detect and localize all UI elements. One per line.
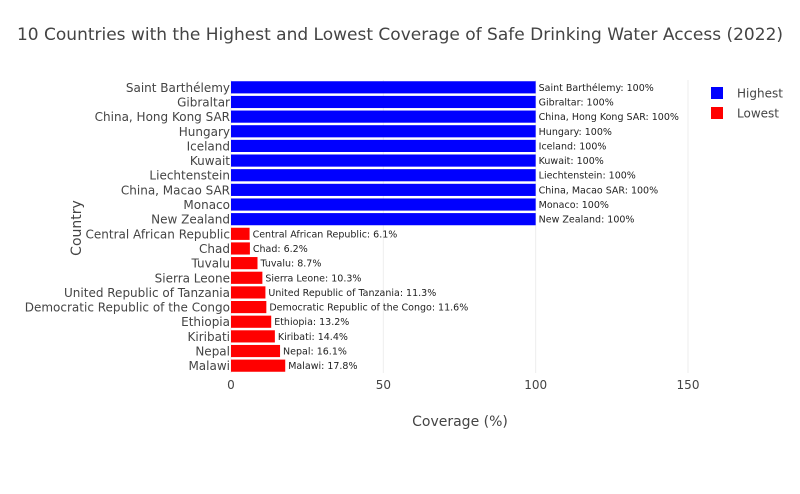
y-tick-label: Hungary bbox=[179, 125, 230, 139]
y-tick-label: Iceland bbox=[187, 139, 230, 153]
y-tick-label: China, Macao SAR bbox=[121, 183, 230, 197]
bars bbox=[231, 81, 536, 372]
y-tick-label: Gibraltar bbox=[177, 95, 230, 109]
bar[interactable] bbox=[231, 95, 536, 109]
data-label: Central African Republic: 6.1% bbox=[253, 229, 398, 240]
bar[interactable] bbox=[231, 139, 536, 153]
data-label: Tuvalu: 8.7% bbox=[260, 259, 322, 270]
bar[interactable] bbox=[231, 198, 536, 211]
y-tick-label: Tuvalu bbox=[190, 257, 230, 271]
y-tick-label: United Republic of Tanzania bbox=[64, 286, 230, 300]
bar[interactable] bbox=[231, 330, 275, 343]
y-tick-label: Nepal bbox=[195, 345, 230, 359]
y-tick-label: China, Hong Kong SAR bbox=[95, 110, 230, 124]
legend-swatch bbox=[711, 87, 723, 99]
data-label: Monaco: 100% bbox=[539, 200, 609, 211]
bar[interactable] bbox=[231, 271, 263, 284]
bar[interactable] bbox=[231, 359, 286, 372]
x-tick-labels: 0 50 100 150 bbox=[227, 378, 699, 392]
bar[interactable] bbox=[231, 227, 250, 240]
bar[interactable] bbox=[231, 315, 272, 328]
bar[interactable] bbox=[231, 213, 536, 226]
y-tick-label: Chad bbox=[199, 242, 230, 256]
data-label: Ethiopia: 13.2% bbox=[274, 317, 349, 328]
x-tick-label: 100 bbox=[524, 378, 547, 392]
data-label: Nepal: 16.1% bbox=[283, 347, 347, 358]
bar[interactable] bbox=[231, 242, 250, 255]
bar[interactable] bbox=[231, 125, 536, 138]
x-tick-label: 0 bbox=[227, 378, 235, 392]
data-label: Sierra Leone: 10.3% bbox=[265, 273, 361, 284]
bar[interactable] bbox=[231, 169, 536, 182]
bar[interactable] bbox=[231, 183, 536, 196]
data-label: Chad: 6.2% bbox=[253, 244, 308, 255]
x-axis-label: Coverage (%) bbox=[412, 414, 508, 430]
data-label: Kuwait: 100% bbox=[539, 156, 604, 167]
bar[interactable] bbox=[231, 300, 267, 314]
y-tick-label: Kuwait bbox=[190, 154, 230, 168]
y-tick-label: Monaco bbox=[183, 198, 230, 212]
data-label: Democratic Republic of the Congo: 11.6% bbox=[269, 303, 468, 314]
legend-swatch bbox=[711, 107, 723, 119]
grid bbox=[230, 80, 689, 373]
data-label: Malawi: 17.8% bbox=[288, 361, 357, 372]
legend[interactable]: Highest Lowest bbox=[711, 87, 783, 121]
y-tick-label: Sierra Leone bbox=[155, 271, 230, 285]
y-tick-label: Kiribati bbox=[188, 330, 230, 344]
legend-label: Highest bbox=[737, 87, 783, 101]
data-label: Hungary: 100% bbox=[539, 127, 612, 138]
bar[interactable] bbox=[231, 286, 266, 299]
data-label: Kiribati: 14.4% bbox=[278, 332, 348, 343]
bar[interactable] bbox=[231, 110, 536, 123]
data-label: China, Macao SAR: 100% bbox=[539, 185, 658, 196]
y-tick-label: Liechtenstein bbox=[149, 169, 230, 183]
y-axis-label: Country bbox=[69, 200, 85, 256]
x-tick-label: 50 bbox=[376, 378, 391, 392]
y-tick-label: New Zealand bbox=[151, 213, 230, 227]
legend-item[interactable]: Lowest bbox=[711, 107, 779, 121]
data-label: Iceland: 100% bbox=[539, 141, 607, 152]
data-label: New Zealand: 100% bbox=[539, 215, 635, 226]
y-tick-label: Malawi bbox=[188, 359, 230, 373]
data-labels: Saint Barthélemy: 100% Gibraltar: 100% Chi… bbox=[253, 83, 679, 372]
data-label: Saint Barthélemy: 100% bbox=[539, 83, 654, 94]
chart-title: 10 Countries with the Highest and Lowest… bbox=[17, 25, 783, 45]
y-tick-label: Ethiopia bbox=[181, 315, 230, 329]
bar[interactable] bbox=[231, 257, 258, 270]
data-label: Gibraltar: 100% bbox=[539, 97, 614, 108]
data-label: United Republic of Tanzania: 11.3% bbox=[268, 288, 436, 299]
y-tick-label: Central African Republic bbox=[86, 227, 230, 241]
y-tick-label: Democratic Republic of the Congo bbox=[25, 301, 230, 315]
legend-item[interactable]: Highest bbox=[711, 87, 783, 101]
bar[interactable] bbox=[231, 81, 536, 94]
y-tick-label: Saint Barthélemy bbox=[126, 81, 230, 95]
x-tick-label: 150 bbox=[677, 378, 700, 392]
bar[interactable] bbox=[231, 344, 281, 358]
bar[interactable] bbox=[231, 154, 536, 167]
data-label: China, Hong Kong SAR: 100% bbox=[539, 112, 679, 123]
data-label: Liechtenstein: 100% bbox=[539, 171, 636, 182]
legend-label: Lowest bbox=[737, 107, 779, 121]
